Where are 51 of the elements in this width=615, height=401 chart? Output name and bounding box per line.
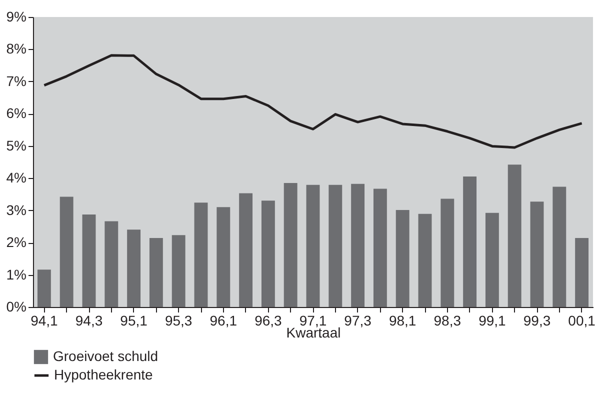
bar xyxy=(261,200,275,307)
x-tick-label: 95,1 xyxy=(120,312,148,328)
y-tick-label: 1% xyxy=(6,266,26,282)
bar xyxy=(508,164,522,307)
bar xyxy=(172,235,186,307)
bar xyxy=(216,207,230,307)
bar xyxy=(306,184,320,307)
x-tick-label: 00,1 xyxy=(568,312,596,328)
x-tick-label: 96,3 xyxy=(254,312,282,328)
bar xyxy=(575,238,589,307)
x-tick-label: 98,3 xyxy=(434,312,462,328)
legend-label: Groeivoet schuld xyxy=(53,348,158,364)
bar xyxy=(351,184,365,307)
x-tick-label: 99,1 xyxy=(478,312,506,328)
y-tick-label: 0% xyxy=(6,298,26,314)
line-series xyxy=(42,54,584,149)
bar xyxy=(485,212,499,307)
bar xyxy=(127,230,141,307)
y-tick-label: 7% xyxy=(6,72,26,89)
bar xyxy=(37,270,51,307)
y-tick-label: 2% xyxy=(6,234,26,250)
bar xyxy=(373,188,387,307)
bar xyxy=(552,186,566,307)
bar xyxy=(328,184,342,307)
bar xyxy=(60,196,74,307)
bar xyxy=(440,198,454,307)
bar xyxy=(396,210,410,307)
bar xyxy=(149,238,163,307)
y-tick-label: 5% xyxy=(6,137,26,154)
x-tick-label: 96,1 xyxy=(210,312,238,328)
x-tick-label: 94,1 xyxy=(30,312,58,328)
x-tick-label: 98,1 xyxy=(388,312,416,328)
x-tick-label: 94,3 xyxy=(75,312,103,328)
y-tick-label: 3% xyxy=(6,202,26,218)
bar xyxy=(239,193,253,307)
bar xyxy=(284,182,298,307)
bar xyxy=(194,202,208,307)
x-tick-label: 97,1 xyxy=(299,312,327,328)
y-tick-label: 6% xyxy=(6,105,26,122)
bar xyxy=(104,221,118,307)
x-tick-label: 99,3 xyxy=(523,312,551,328)
bar xyxy=(82,214,96,307)
bar xyxy=(418,214,432,307)
x-tick-label: 97,3 xyxy=(344,312,372,328)
legend-label: Hypotheekrente xyxy=(54,366,154,382)
y-tick-label: 9% xyxy=(6,8,26,24)
y-tick-label: 8% xyxy=(6,40,26,57)
bar xyxy=(463,176,477,307)
bar xyxy=(530,202,544,307)
y-tick-label: 4% xyxy=(6,170,26,186)
x-tick-label: 95,3 xyxy=(164,312,192,328)
